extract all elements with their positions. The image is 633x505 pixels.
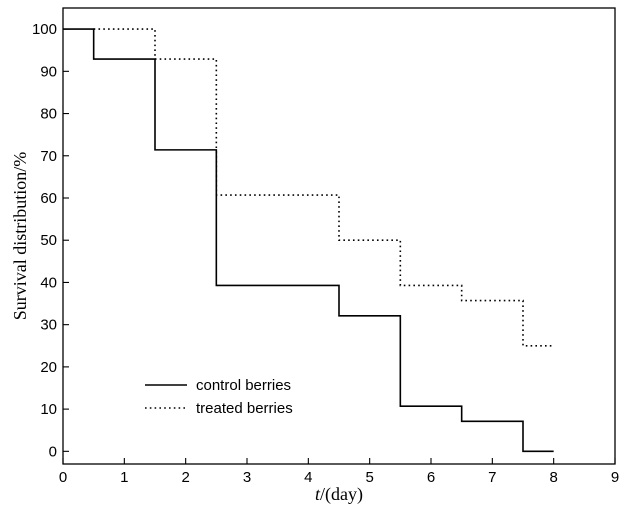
y-tick-label: 20 [40, 359, 57, 376]
x-tick-label: 1 [120, 469, 128, 486]
axis-ticks [62, 28, 616, 464]
legend-label: treated berries [196, 400, 293, 417]
y-tick-label: 90 [40, 63, 57, 80]
y-tick-label: 80 [40, 106, 57, 123]
y-tick-label: 100 [32, 21, 57, 38]
y-tick-label: 60 [40, 190, 57, 207]
x-tick-label: 3 [243, 469, 251, 486]
y-tick-label: 30 [40, 317, 57, 334]
x-tick-label: 6 [427, 469, 435, 486]
x-tick-label: 2 [181, 469, 189, 486]
y-tick-label: 50 [40, 232, 57, 249]
y-tick-label: 40 [40, 274, 57, 291]
x-tick-label: 9 [611, 469, 619, 486]
series-line-treated [93, 28, 554, 347]
x-tick-label: 8 [549, 469, 557, 486]
y-tick-label: 10 [40, 401, 57, 418]
series-line-control [63, 28, 554, 453]
x-tick-label: 5 [365, 469, 373, 486]
x-axis-label-unit: /(day) [320, 484, 363, 505]
y-tick-label: 0 [49, 443, 57, 460]
plot-frame [62, 7, 616, 465]
x-axis-label-variable: t [315, 484, 321, 504]
legend: control berries treated berries [145, 377, 293, 417]
y-axis-label: Survival distribution/% [10, 152, 30, 321]
legend-label: control berries [196, 377, 291, 394]
y-tick-label: 70 [40, 148, 57, 165]
x-tick-label: 4 [304, 469, 312, 486]
x-axis-label: t/(day) [315, 484, 363, 505]
series-layer [63, 28, 554, 453]
x-tick-label: 0 [59, 469, 67, 486]
x-tick-label: 7 [488, 469, 496, 486]
